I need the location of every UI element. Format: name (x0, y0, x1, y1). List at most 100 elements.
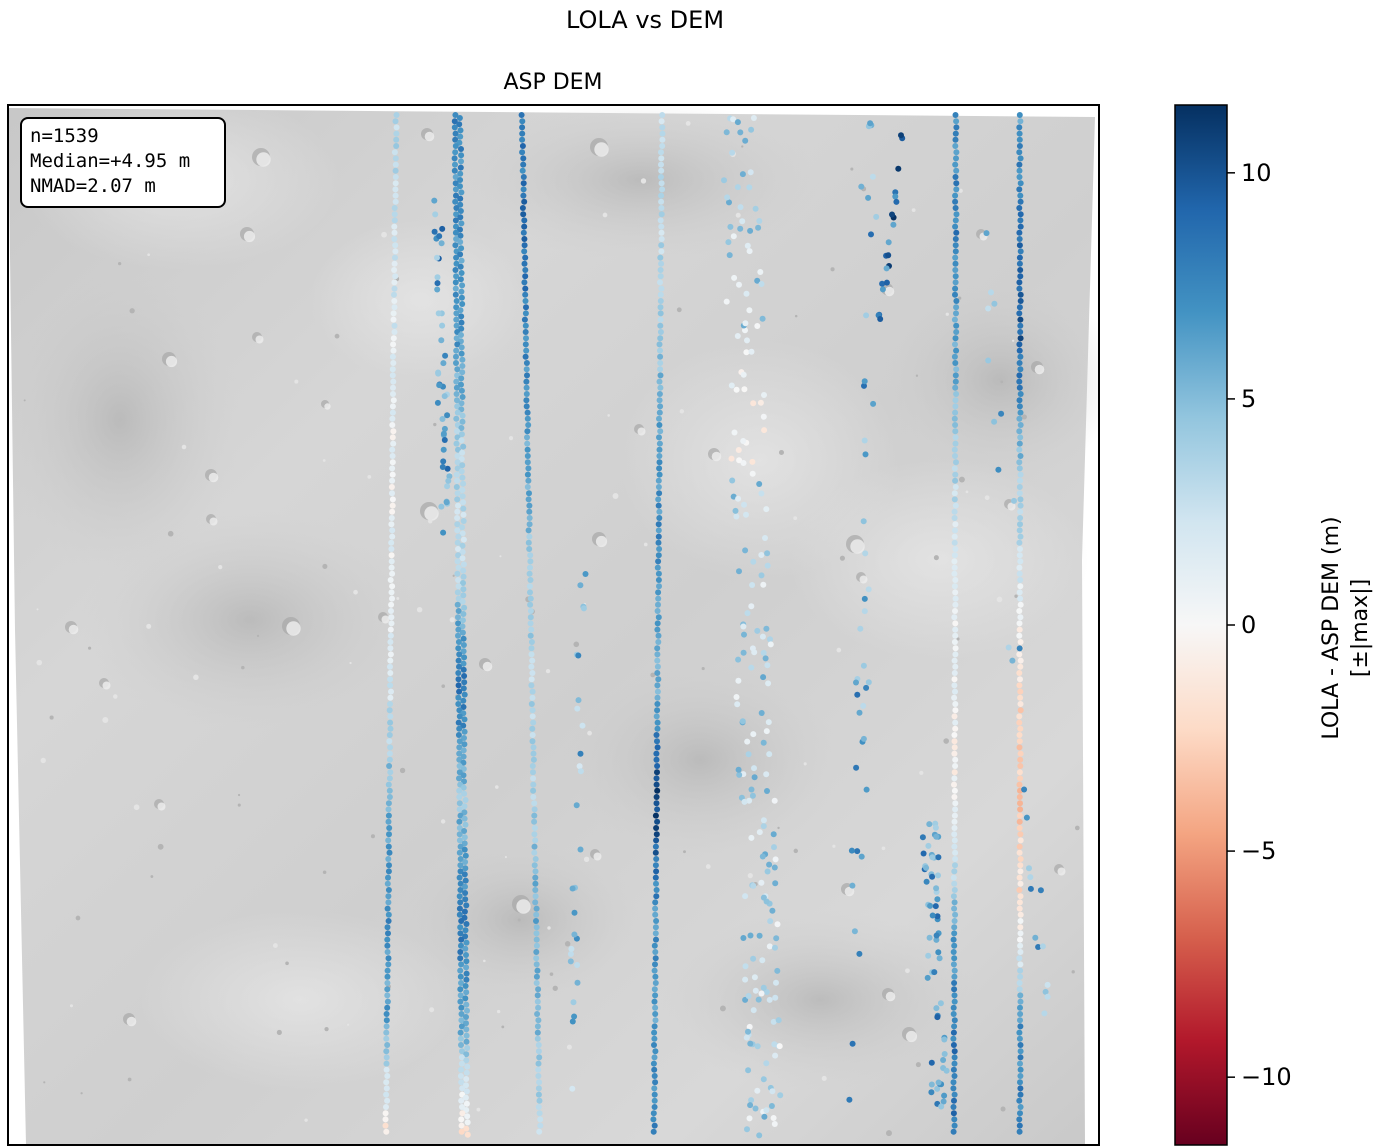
colorbar-tick-label: 5 (1241, 385, 1256, 413)
lola-point (1017, 1091, 1024, 1098)
lola-point (459, 1110, 466, 1117)
lola-point (533, 924, 540, 931)
lola-point (1016, 484, 1023, 490)
lola-point (456, 763, 463, 769)
lola-point (389, 453, 396, 459)
lola-point (764, 868, 771, 875)
crater-dot (133, 804, 140, 811)
lola-point (462, 983, 469, 989)
lola-point (658, 229, 665, 236)
lola-point (457, 170, 464, 177)
lola-point (656, 465, 663, 472)
lola-point (1016, 347, 1023, 354)
lola-point (867, 120, 874, 127)
crater-dot (958, 188, 963, 193)
lola-point (650, 1128, 657, 1135)
lola-point (457, 307, 464, 314)
lola-point (456, 905, 463, 912)
lola-point (460, 772, 467, 779)
lola-point (455, 732, 462, 738)
lola-point (434, 274, 441, 281)
lola-point (1017, 862, 1024, 869)
lola-point (1017, 775, 1024, 782)
lola-point (1032, 934, 1039, 941)
lola-point (386, 707, 393, 714)
lola-point (393, 136, 400, 143)
lola-point (760, 649, 767, 656)
lola-point (459, 598, 466, 605)
lola-point (458, 257, 465, 264)
lola-point (745, 1028, 751, 1035)
crater-dot (552, 985, 558, 991)
lola-point (658, 285, 665, 292)
lola-point (758, 490, 765, 497)
lola-point (526, 533, 533, 540)
lola-point (389, 496, 396, 503)
lola-point (454, 341, 461, 348)
lola-point (1017, 998, 1024, 1005)
lola-point (458, 245, 465, 252)
lola-point (1017, 1042, 1024, 1048)
lola-point (384, 980, 391, 986)
lola-point (988, 289, 994, 296)
lola-point (654, 670, 661, 676)
crater (882, 988, 896, 1002)
lola-point (1017, 502, 1024, 509)
lola-point (929, 873, 936, 880)
lola-point (455, 583, 462, 590)
lola-point (1016, 1029, 1023, 1036)
lola-point (658, 205, 665, 211)
lola-point (456, 775, 462, 782)
lola-point (651, 998, 658, 1005)
lola-point (441, 393, 448, 400)
lola-point (389, 403, 396, 410)
lola-point (953, 167, 960, 174)
lola-point (384, 973, 391, 980)
lola-point (519, 205, 526, 211)
lola-point (879, 280, 886, 287)
lola-point (951, 868, 958, 875)
lola-point (458, 400, 465, 407)
lola-point (1017, 837, 1024, 844)
lola-point (460, 561, 467, 568)
lola-point (457, 887, 464, 893)
lola-point (389, 465, 396, 472)
lola-point (741, 631, 747, 638)
lola-point (767, 636, 773, 643)
lola-point (569, 1018, 576, 1025)
lola-point (654, 682, 661, 689)
lola-point (536, 1054, 543, 1061)
lola-point (460, 499, 467, 506)
lola-point (453, 310, 460, 317)
lola-point (656, 453, 663, 459)
lola-point (951, 992, 958, 999)
crater (590, 138, 609, 157)
lola-point (391, 279, 398, 286)
lola-point (580, 605, 587, 612)
lola-point (460, 704, 467, 710)
lola-point (458, 980, 464, 986)
lola-point (453, 260, 460, 267)
lola-point (388, 515, 395, 521)
lola-point (1017, 639, 1024, 645)
crater-dot (905, 968, 910, 974)
lola-point (952, 174, 959, 180)
lola-point (456, 787, 463, 794)
lola-point (453, 298, 460, 304)
lola-point (758, 710, 765, 716)
lola-point (730, 233, 737, 240)
lola-point (458, 189, 465, 196)
lola-point (443, 499, 450, 506)
lola-point (458, 1116, 465, 1123)
lola-point (951, 552, 958, 559)
lola-point (861, 437, 868, 444)
lola-point (456, 818, 463, 825)
lola-point (771, 844, 777, 851)
lola-point (457, 1029, 464, 1036)
lola-point (935, 872, 941, 879)
lola-point (773, 979, 779, 986)
lola-point (1016, 186, 1023, 193)
lola-point (1016, 490, 1023, 497)
crater-dot (433, 422, 437, 427)
lola-point (654, 626, 661, 633)
